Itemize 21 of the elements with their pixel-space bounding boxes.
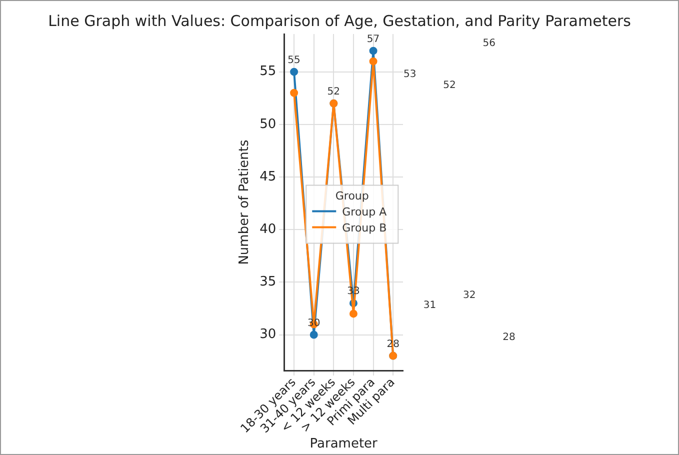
y-tick-label: 35 [260, 274, 276, 290]
text: 56 [482, 38, 496, 49]
x-axis-title: Parameter [310, 436, 378, 452]
y-tick-label: 55 [260, 64, 276, 80]
legend-label: Group A [342, 205, 388, 218]
text: 32 [462, 290, 476, 301]
text: 28 [502, 332, 516, 343]
legend-title: Group [335, 189, 369, 202]
text: 52 [443, 80, 456, 91]
y-tick-label: 45 [260, 169, 276, 184]
data-label: 55 [288, 54, 300, 66]
y-axis-title: Number of Patients [237, 140, 252, 265]
y-tick-label: 40 [260, 222, 276, 237]
text: 53 [404, 69, 416, 80]
data-label: 57 [366, 34, 380, 45]
legend-label: Group B [342, 221, 387, 234]
text: 31 [423, 300, 436, 311]
data-label: 52 [327, 86, 340, 98]
chart-title: Line Graph with Values: Comparison of Age, Gestation, and Parity Parameters [48, 12, 632, 30]
y-tick-label: 30 [260, 327, 276, 342]
y-tick-label: 50 [260, 116, 276, 132]
